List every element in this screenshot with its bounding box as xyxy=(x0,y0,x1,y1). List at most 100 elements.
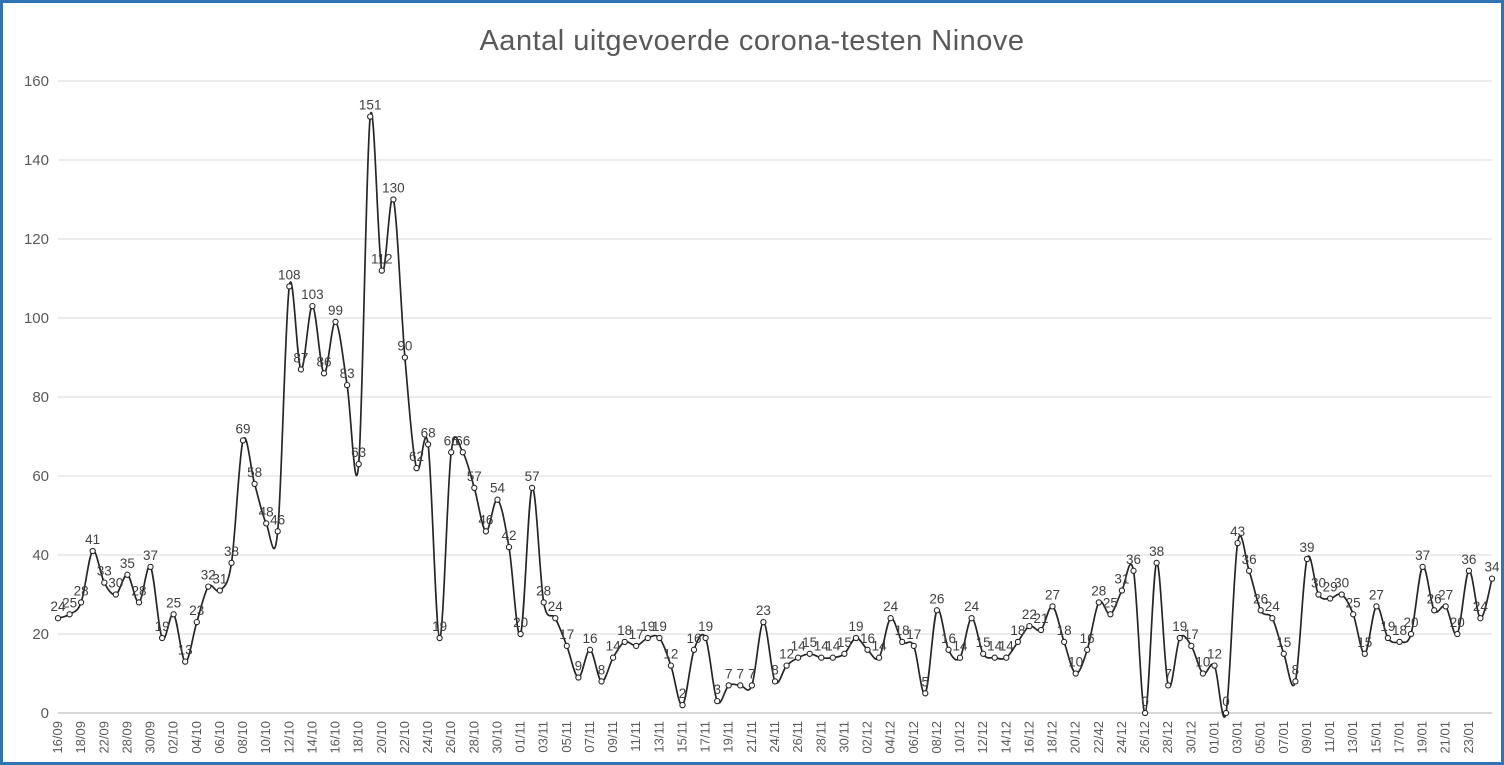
data-label: 37 xyxy=(1415,548,1430,563)
data-point xyxy=(1384,634,1392,642)
data-label: 22 xyxy=(1022,607,1037,622)
y-tick-label: 80 xyxy=(32,389,49,406)
data-label: 12 xyxy=(779,647,794,662)
data-point xyxy=(1141,709,1149,717)
data-label: 130 xyxy=(382,181,405,196)
x-tick-label: 30/10 xyxy=(489,721,504,754)
data-point xyxy=(725,682,732,689)
data-label: 24 xyxy=(964,599,980,614)
data-point xyxy=(806,650,813,657)
x-tick-label: 06/10 xyxy=(212,721,227,754)
data-label: 99 xyxy=(328,303,343,318)
data-label: 32 xyxy=(201,568,216,583)
data-point xyxy=(1222,709,1230,717)
data-point xyxy=(1465,567,1473,574)
data-point xyxy=(1338,591,1345,598)
data-point xyxy=(1315,591,1322,598)
data-point xyxy=(679,701,686,709)
data-point xyxy=(1257,607,1264,614)
data-point xyxy=(1176,634,1183,642)
data-point xyxy=(1084,646,1091,653)
data-label: 19 xyxy=(640,619,655,634)
data-label: 9 xyxy=(575,659,583,674)
data-label: 30 xyxy=(108,576,123,591)
data-point xyxy=(1292,678,1299,685)
data-point xyxy=(783,662,790,669)
data-point xyxy=(1003,654,1010,661)
data-label: 31 xyxy=(212,572,227,587)
data-label: 48 xyxy=(259,504,274,519)
data-point xyxy=(714,697,721,705)
x-tick-label: 28/12 xyxy=(1160,721,1175,754)
data-point xyxy=(1095,599,1102,606)
data-point xyxy=(205,583,212,590)
x-tick-label: 20/10 xyxy=(374,721,389,754)
x-tick-label: 09/01 xyxy=(1299,721,1314,754)
data-point xyxy=(1303,555,1311,563)
x-tick-label: 02/10 xyxy=(166,721,181,754)
data-label: 25 xyxy=(1103,595,1118,610)
data-label: 151 xyxy=(359,98,382,113)
x-tick-label: 05/01 xyxy=(1253,721,1268,754)
x-tick-label: 09/11 xyxy=(605,721,620,753)
data-point xyxy=(332,318,339,326)
data-point xyxy=(505,543,513,551)
data-point xyxy=(1442,603,1449,610)
data-label: 7 xyxy=(725,666,733,681)
data-point xyxy=(991,654,998,661)
x-tick-label: 17/11 xyxy=(698,721,713,753)
data-point xyxy=(1072,670,1079,677)
data-label: 19 xyxy=(848,619,863,634)
data-label: 8 xyxy=(771,662,779,677)
data-point xyxy=(378,267,385,274)
data-point xyxy=(182,658,189,665)
x-tick-label: 24/12 xyxy=(1114,721,1129,754)
x-tick-label: 08/12 xyxy=(929,721,944,754)
data-point xyxy=(852,634,860,642)
series-line xyxy=(57,111,1493,718)
data-point xyxy=(875,654,883,661)
data-label: 24 xyxy=(1473,599,1489,614)
data-point xyxy=(390,196,397,203)
data-label: 28 xyxy=(74,583,89,598)
x-tick-label: 28/11 xyxy=(813,721,828,753)
data-label: 43 xyxy=(1230,524,1245,539)
data-label: 69 xyxy=(235,421,250,436)
data-label: 24 xyxy=(50,599,66,614)
data-point xyxy=(309,302,316,310)
data-point xyxy=(286,283,293,290)
data-label: 23 xyxy=(756,603,771,618)
data-point xyxy=(471,484,478,492)
data-point xyxy=(540,599,547,606)
data-label: 25 xyxy=(1346,595,1361,610)
data-label: 28 xyxy=(131,583,146,598)
data-label: 36 xyxy=(1126,552,1141,567)
data-point xyxy=(1454,630,1461,638)
data-point xyxy=(135,599,143,606)
data-label: 58 xyxy=(247,465,262,480)
data-point xyxy=(609,654,617,661)
x-tick-label: 23/01 xyxy=(1461,721,1476,754)
data-point xyxy=(910,642,917,650)
data-point xyxy=(760,618,767,626)
x-tick-label: 12/12 xyxy=(975,721,990,754)
data-point xyxy=(1060,638,1068,646)
data-label: 86 xyxy=(316,354,331,369)
x-tick-label: 20/12 xyxy=(1068,721,1083,754)
x-tick-label: 18/10 xyxy=(351,721,366,754)
data-label: 20 xyxy=(1450,615,1465,630)
data-point xyxy=(864,646,871,653)
data-point xyxy=(818,654,825,661)
x-tick-label: 10/10 xyxy=(258,721,273,754)
data-point xyxy=(1280,650,1287,657)
x-tick-label: 06/12 xyxy=(906,721,921,754)
data-point xyxy=(343,381,351,389)
x-tick-label: 26/11 xyxy=(790,721,805,753)
data-point xyxy=(748,682,756,689)
data-point xyxy=(1037,626,1045,634)
data-point xyxy=(1188,642,1195,650)
data-label: 8 xyxy=(1292,662,1300,677)
x-tick-label: 24/11 xyxy=(767,721,782,753)
